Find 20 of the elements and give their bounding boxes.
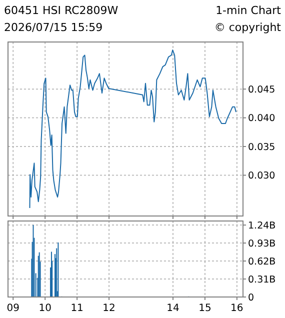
y-tick-label: 0.040 bbox=[248, 113, 276, 124]
chart-subtitle: 2026/07/15 15:59 bbox=[4, 21, 103, 34]
text: © copyright bbox=[214, 21, 282, 34]
text: 1-min Chart bbox=[216, 4, 282, 17]
y-tick-label: 0.045 bbox=[248, 84, 276, 96]
chart-title: 60451 HSI RC2809W bbox=[4, 4, 118, 17]
x-tick-label: 12 bbox=[102, 303, 116, 314]
y-tick-label: 0.31B bbox=[248, 274, 276, 286]
y-tick-label: 0.93B bbox=[248, 238, 276, 250]
x-tick-label: 11 bbox=[70, 303, 84, 314]
x-tick-label: 14 bbox=[166, 303, 180, 314]
x-tick-label: 09 bbox=[6, 303, 20, 314]
y-tick-label: 0.030 bbox=[248, 170, 276, 182]
x-tick-label: 15 bbox=[198, 303, 212, 314]
x-tick-label: 10 bbox=[38, 303, 52, 314]
y-tick-label: 0.62B bbox=[248, 256, 276, 268]
x-tick-label: 16 bbox=[230, 303, 244, 314]
y-tick-label: 1.24B bbox=[248, 220, 276, 232]
y-tick-label: 0.035 bbox=[248, 142, 276, 153]
y-tick-label: 0 bbox=[248, 292, 254, 304]
